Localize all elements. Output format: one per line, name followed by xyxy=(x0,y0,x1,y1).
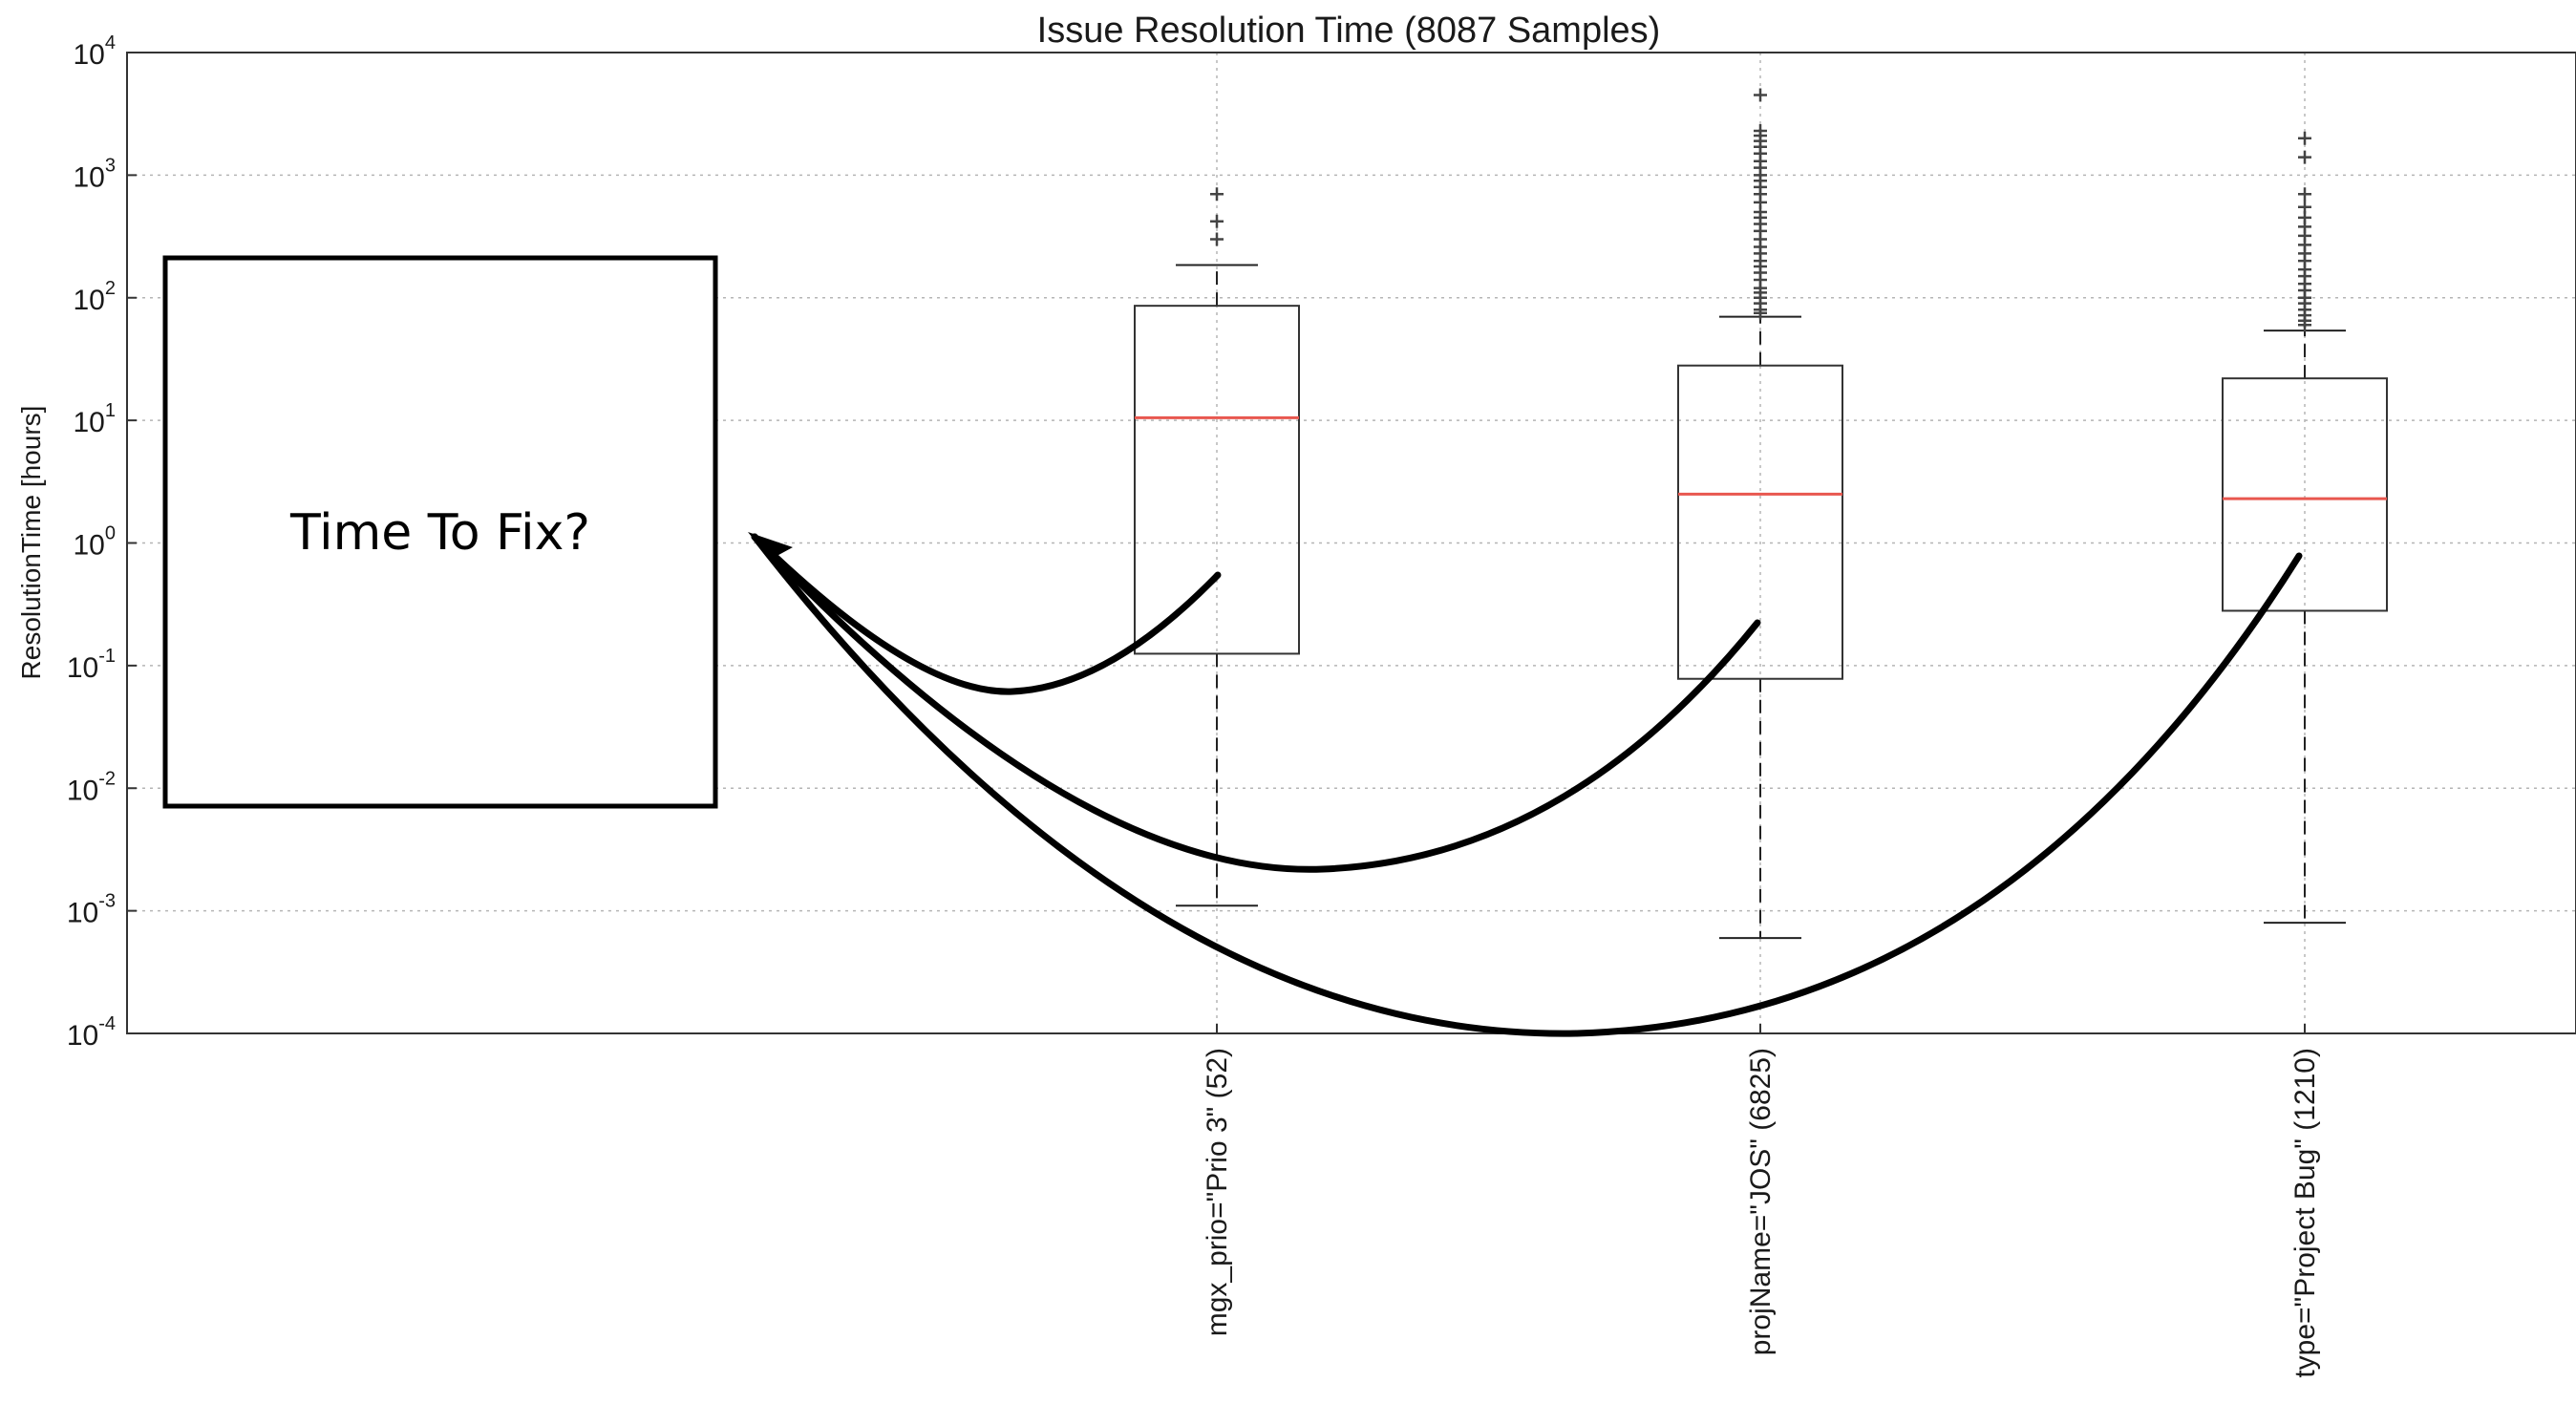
outlier-point xyxy=(1754,88,1767,102)
grid-lines xyxy=(127,53,2576,1033)
x-tick-label: mgx_prio="Prio 3" (52) xyxy=(1202,1048,1233,1336)
x-tick-label: type="Project Bug" (1210) xyxy=(2289,1048,2321,1378)
arrow-head xyxy=(748,532,793,560)
y-axis-label: ResolutionTime [hours] xyxy=(16,406,46,680)
y-tick-label: 10-4 xyxy=(67,1013,116,1052)
iqr-box xyxy=(1677,364,1843,680)
arrow-curve-jos xyxy=(751,533,1761,873)
x-axis-ticks: mgx_prio="Prio 3" (52) projName="JOS" (68… xyxy=(1202,1024,2321,1378)
arrow-curve-bug xyxy=(751,533,2303,1037)
outlier-point xyxy=(1754,123,1767,138)
box-2 xyxy=(1677,88,1843,940)
outlier-point xyxy=(2298,187,2311,202)
box-series xyxy=(1134,88,2388,940)
chart-title: Issue Resolution Time (8087 Samples) xyxy=(1037,11,1661,51)
y-tick-label: 104 xyxy=(74,32,117,71)
outlier-point xyxy=(1210,187,1224,202)
y-tick-label: 10-1 xyxy=(67,646,116,684)
y-tick-label: 100 xyxy=(74,523,117,562)
y-tick-label: 102 xyxy=(74,278,117,316)
callout-box xyxy=(162,255,718,809)
iqr-box xyxy=(2222,377,2388,612)
y-tick-label: 10-2 xyxy=(67,768,116,806)
box-3 xyxy=(2222,131,2388,925)
x-tick-label: projName="JOS" (6825) xyxy=(1745,1048,1777,1355)
arrow-curve-prio xyxy=(751,533,1222,695)
callout-label: Time To Fix? xyxy=(289,504,590,562)
outlier-point xyxy=(1210,232,1224,246)
outlier-point xyxy=(1210,214,1224,228)
y-tick-label: 103 xyxy=(74,155,117,193)
y-tick-label: 10-3 xyxy=(67,891,116,929)
iqr-box xyxy=(1134,305,1300,655)
outlier-point xyxy=(2298,200,2311,214)
outlier-point xyxy=(2298,131,2311,145)
box-1 xyxy=(1134,187,1300,907)
outlier-point xyxy=(2298,150,2311,164)
y-tick-label: 101 xyxy=(74,400,117,438)
y-axis-ticks: 104 103 102 101 100 10-1 10-2 10-3 10-4 xyxy=(67,32,137,1052)
